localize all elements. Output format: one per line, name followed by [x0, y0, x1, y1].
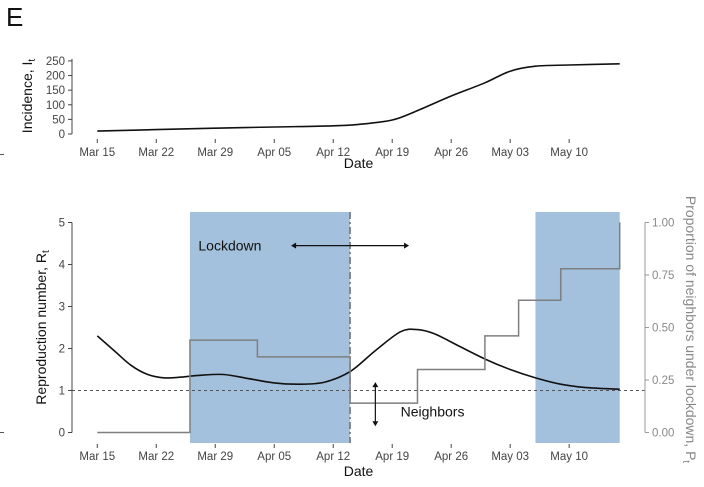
reproduction-series	[96, 222, 621, 434]
reproduction-y-tick-label: 1	[59, 386, 65, 398]
reproduction-line	[96, 328, 620, 390]
incidence-y-tick-label: 50	[52, 114, 65, 126]
reproduction-x-tick-label: Mar 29	[197, 451, 233, 463]
reproduction-x-axis-title: Date	[344, 463, 374, 479]
reproduction-chart: 0 1 2 3 4 5 0.00 0.25 0.50 0.75 1.00 Mar 15 Mar 22 Ma…	[33, 196, 699, 479]
incidence-x-tick-label: Apr 19	[375, 147, 409, 159]
reproduction-y-title-main: Reproduction number, R	[33, 253, 49, 405]
incidence-ticks: 0 50 100 150 200 250 Mar 15 Mar 22 Mar 29 Apr 05 A…	[46, 56, 588, 159]
incidence-chart: 0 50 100 150 200 250 Mar 15 Mar 22 Mar 29 Apr 05 A…	[19, 56, 620, 171]
incidence-x-axis-title: Date	[344, 155, 374, 171]
incidence-y-axis-title: Incidence, It	[19, 59, 38, 134]
reproduction-x-tick-label: Apr 05	[257, 451, 291, 463]
lockdown-shading	[189, 212, 620, 443]
proportion-y-tick-label: 1.00	[652, 218, 674, 230]
reproduction-y-title-sub: t	[41, 250, 52, 253]
reproduction-x-tick-label: May 03	[491, 451, 529, 463]
annotations: Lockdown Neighbors	[198, 238, 464, 427]
reproduction-ticks: 0 1 2 3 4 5 0.00 0.25 0.50 0.75 1.00 Mar 15 Mar 22 Ma…	[59, 218, 675, 464]
incidence-x-tick-label: Mar 29	[197, 147, 233, 159]
neighbors-arrow-head-top	[372, 382, 379, 388]
incidence-y-tick-label: 150	[46, 85, 65, 97]
incidence-x-tick-label: Apr 05	[257, 147, 291, 159]
reproduction-x-tick-label: Apr 12	[316, 451, 350, 463]
proportion-y-title-sub: t	[680, 460, 691, 463]
incidence-y-title-sub: t	[27, 59, 38, 62]
edge-mark-bottom	[0, 432, 4, 433]
lockdown-region	[189, 212, 351, 443]
incidence-x-tick-label: May 10	[550, 147, 588, 159]
proportion-y-axis-title: Proportion of neighbors under lockdown, …	[680, 196, 699, 464]
neighbors-label: Neighbors	[401, 404, 465, 420]
incidence-x-tick-label: Apr 26	[434, 147, 468, 159]
lockdown-label: Lockdown	[198, 238, 261, 254]
proportion-y-tick-label: 0.50	[652, 323, 674, 335]
proportion-y-title-main: Proportion of neighbors under lockdown, …	[683, 196, 699, 461]
edge-mark-top	[0, 154, 4, 155]
reference-lines	[72, 212, 645, 443]
proportion-y-tick-label: 0.25	[652, 375, 674, 387]
reproduction-x-tick-label: Apr 19	[375, 451, 409, 463]
reproduction-y-tick-label: 5	[59, 218, 65, 230]
incidence-y-title-main: Incidence, I	[19, 62, 35, 134]
incidence-series	[97, 63, 620, 132]
lockdown-arrow-head-right	[404, 242, 410, 249]
reproduction-x-tick-label: Apr 26	[434, 451, 468, 463]
lockdown-region	[535, 212, 620, 443]
reproduction-y-tick-label: 0	[59, 428, 65, 440]
reproduction-y-tick-label: 4	[59, 260, 66, 272]
panel-label: E	[6, 2, 24, 32]
reproduction-y-tick-label: 2	[59, 344, 65, 356]
incidence-y-tick-label: 0	[59, 129, 65, 141]
incidence-line	[97, 63, 620, 132]
incidence-y-tick-label: 100	[46, 100, 65, 112]
reproduction-x-tick-label: May 10	[550, 451, 588, 463]
reproduction-y-axis-title: Reproduction number, Rt	[33, 250, 52, 405]
incidence-y-tick-label: 250	[46, 56, 65, 68]
proportion-step-line	[97, 222, 621, 434]
incidence-x-tick-label: Mar 15	[79, 147, 115, 159]
proportion-y-tick-label: 0.00	[652, 428, 674, 440]
incidence-y-tick-label: 200	[46, 71, 65, 83]
reproduction-y-tick-label: 3	[59, 302, 65, 314]
neighbors-arrow-head-bottom	[372, 421, 379, 427]
lockdown-arrow-head-left	[291, 242, 297, 249]
reproduction-x-tick-label: Mar 22	[138, 451, 174, 463]
incidence-x-tick-label: May 03	[491, 147, 529, 159]
incidence-x-tick-label: Apr 12	[316, 147, 350, 159]
proportion-y-tick-label: 0.75	[652, 270, 674, 282]
incidence-x-tick-label: Mar 22	[138, 147, 174, 159]
reproduction-x-tick-label: Mar 15	[79, 451, 115, 463]
